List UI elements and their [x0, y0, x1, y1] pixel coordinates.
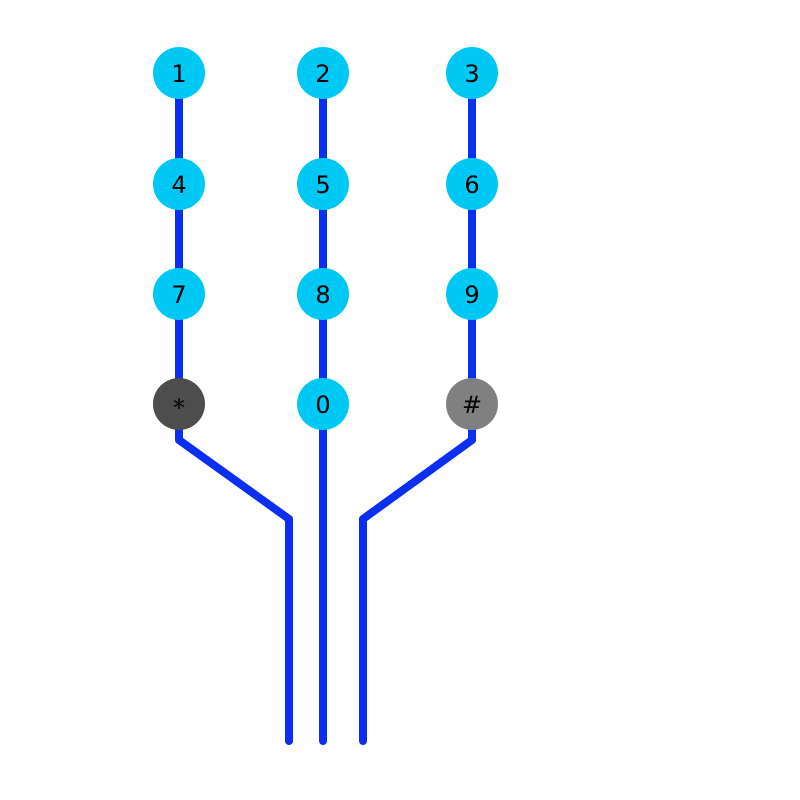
key-circle [446, 158, 498, 210]
key-8: 8 [297, 268, 349, 320]
key-circle [297, 268, 349, 320]
key-2: 2 [297, 47, 349, 99]
wire-lead-left [175, 400, 293, 745]
key-4: 4 [153, 158, 205, 210]
key-label: 3 [464, 60, 479, 88]
key-label: 6 [464, 171, 479, 199]
key-label: 1 [171, 60, 186, 88]
key-9: 9 [446, 268, 498, 320]
key-label: 0 [315, 391, 330, 419]
key-3: 3 [446, 47, 498, 99]
key-circle [153, 47, 205, 99]
key-circle [297, 158, 349, 210]
key-circle [297, 378, 349, 430]
key-label: 5 [315, 171, 330, 199]
key-label: 8 [315, 281, 330, 309]
key-1: 1 [153, 47, 205, 99]
key-label: 7 [171, 281, 186, 309]
key-5: 5 [297, 158, 349, 210]
wire-lead-right [359, 400, 476, 745]
key-circle [446, 378, 498, 430]
key-7: 7 [153, 268, 205, 320]
key-circle [153, 158, 205, 210]
key-star: * [153, 378, 205, 430]
key-0: 0 [297, 378, 349, 430]
key-circle [446, 47, 498, 99]
key-circle [297, 47, 349, 99]
key-circle [446, 268, 498, 320]
key-6: 6 [446, 158, 498, 210]
key-label: 9 [464, 281, 479, 309]
key-hash: # [446, 378, 498, 430]
key-circle [153, 268, 205, 320]
key-label: * [173, 394, 185, 422]
keys: 1 4 7 * 2 5 8 0 3 6 9 # [153, 47, 498, 430]
key-label: 2 [315, 60, 330, 88]
key-circle [153, 378, 205, 430]
key-label: 4 [171, 171, 186, 199]
key-label: # [462, 391, 482, 419]
